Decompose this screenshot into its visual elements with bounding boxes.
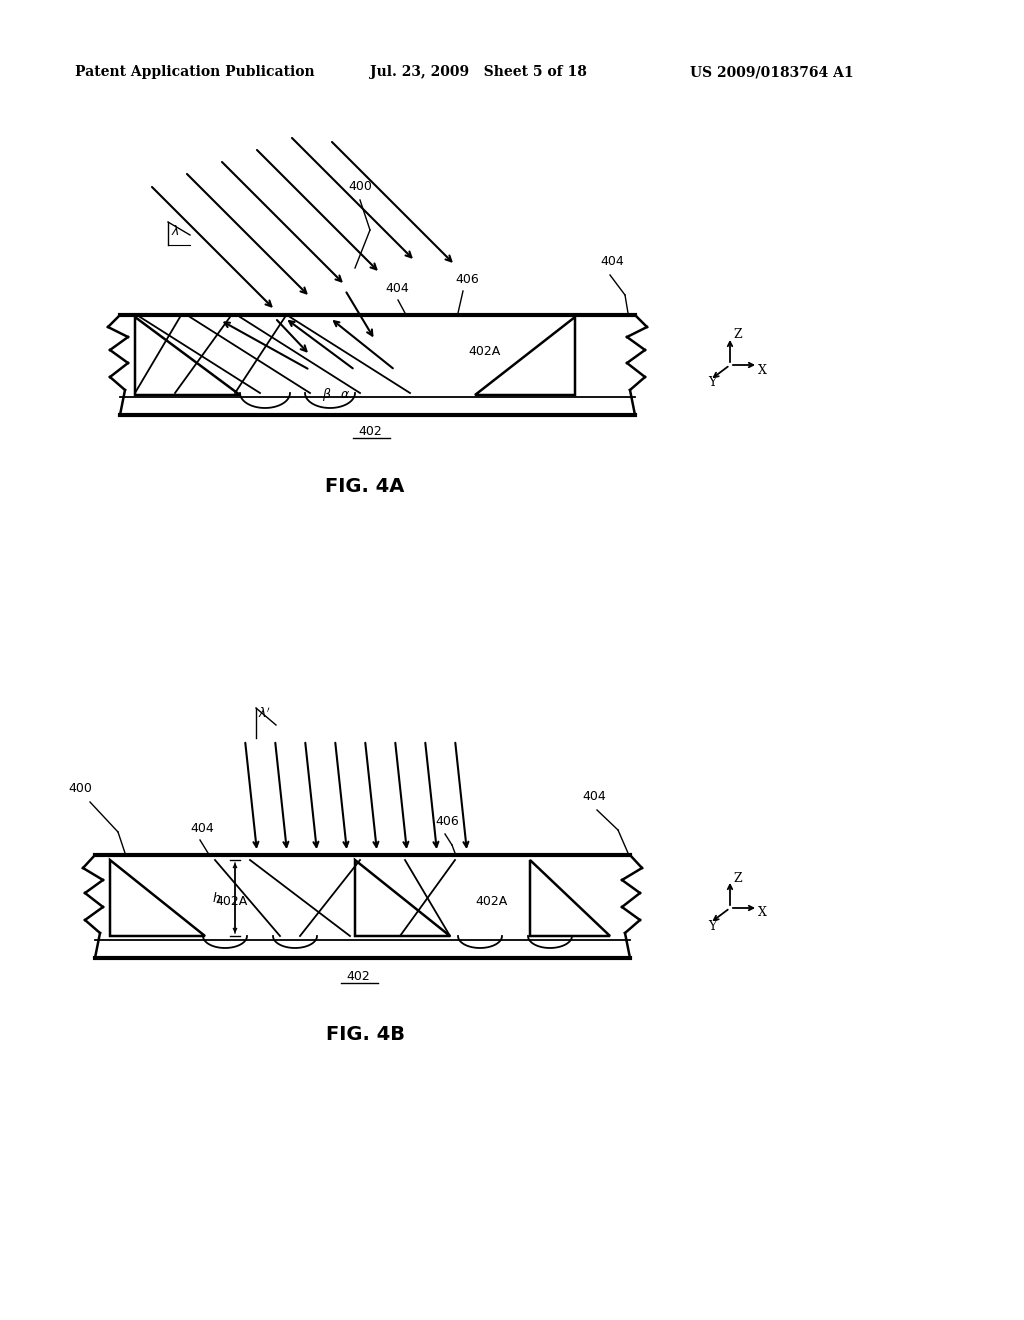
Text: 402: 402 (358, 425, 382, 438)
Text: $\beta$: $\beta$ (322, 385, 332, 403)
Text: Patent Application Publication: Patent Application Publication (75, 65, 314, 79)
Text: 402A: 402A (215, 895, 247, 908)
Text: X: X (758, 907, 767, 920)
Text: $\lambda$: $\lambda$ (171, 224, 179, 238)
Text: $\lambda'$: $\lambda'$ (258, 706, 271, 721)
Text: Y: Y (708, 376, 716, 389)
Text: Jul. 23, 2009   Sheet 5 of 18: Jul. 23, 2009 Sheet 5 of 18 (370, 65, 587, 79)
Text: US 2009/0183764 A1: US 2009/0183764 A1 (690, 65, 854, 79)
Text: FIG. 4A: FIG. 4A (326, 477, 404, 496)
Text: 400: 400 (348, 180, 372, 193)
Text: 402A: 402A (475, 895, 507, 908)
Text: 404: 404 (582, 789, 606, 803)
Text: 400: 400 (68, 781, 92, 795)
Text: X: X (758, 363, 767, 376)
Text: 404: 404 (600, 255, 624, 268)
Text: h: h (212, 891, 220, 904)
Text: Y: Y (708, 920, 716, 932)
Text: 402A: 402A (468, 345, 501, 358)
Text: $\alpha$: $\alpha$ (340, 388, 350, 401)
Text: 406: 406 (435, 814, 459, 828)
Text: Z: Z (733, 329, 741, 342)
Text: Z: Z (733, 871, 741, 884)
Text: FIG. 4B: FIG. 4B (326, 1026, 404, 1044)
Text: 404: 404 (385, 282, 409, 294)
Text: 404: 404 (190, 822, 214, 836)
Text: 402: 402 (346, 970, 370, 983)
Text: 406: 406 (455, 273, 479, 286)
